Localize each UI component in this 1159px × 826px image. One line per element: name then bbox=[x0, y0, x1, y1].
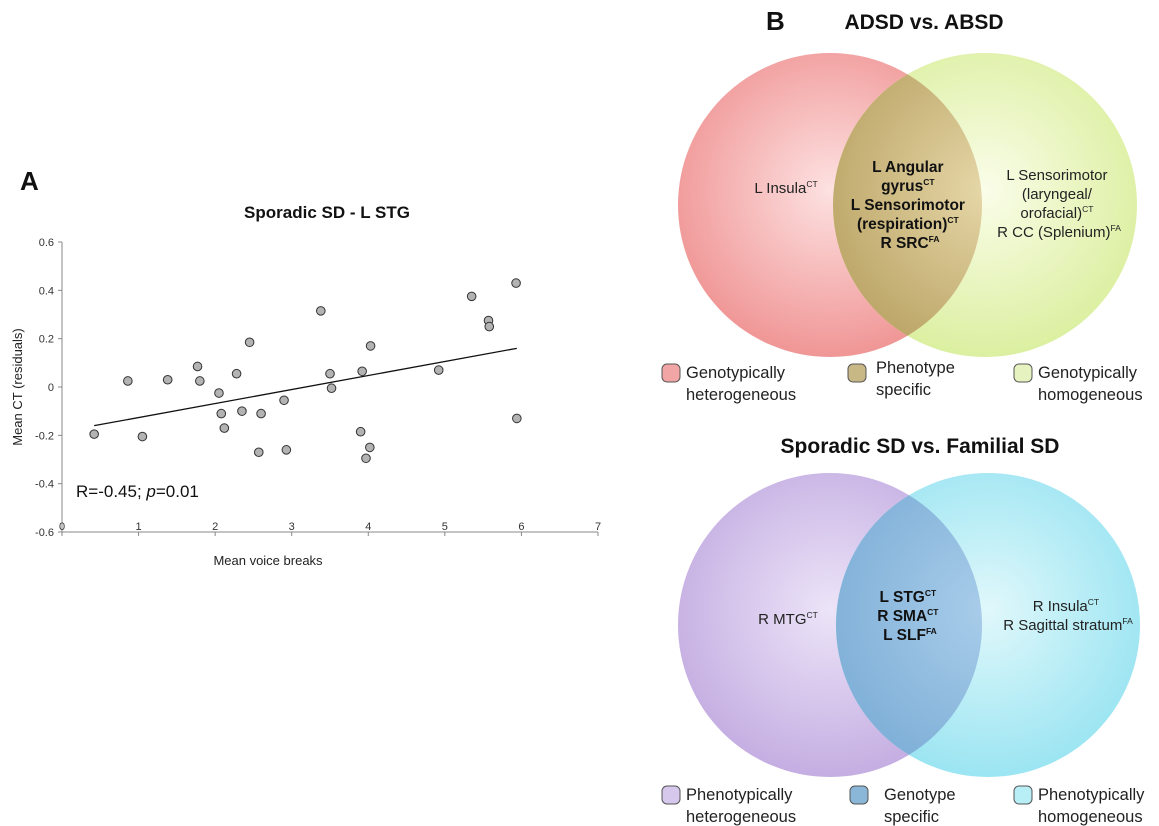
scatter-plot-area: 0.6 0.4 0.2 0 -0.2 -0.4 -0.6 0 1 2 3 4 5 6 7 bbox=[35, 237, 601, 539]
legend-label-line2: heterogeneous bbox=[686, 808, 796, 826]
data-point bbox=[256, 408, 266, 419]
data-point bbox=[216, 408, 227, 419]
legend-label-line2: homogeneous bbox=[1038, 386, 1143, 404]
data-point bbox=[326, 383, 337, 394]
legend-label-line2: heterogeneous bbox=[686, 386, 796, 404]
data-point bbox=[512, 413, 522, 424]
data-point bbox=[219, 423, 230, 433]
y-tick-label: -0.6 bbox=[35, 527, 54, 539]
x-tick-label: 6 bbox=[518, 521, 524, 533]
data-point bbox=[253, 447, 264, 458]
panel-a-letter: A bbox=[20, 166, 39, 196]
data-point bbox=[162, 374, 173, 385]
data-point bbox=[316, 306, 326, 316]
data-point bbox=[433, 365, 444, 375]
legend-swatch-phenotypically-homogeneous bbox=[1013, 785, 1033, 805]
data-point bbox=[357, 366, 367, 377]
x-tick-label: 3 bbox=[289, 521, 295, 533]
regression-line bbox=[94, 347, 517, 427]
venn2-center-text: L STGCT R SMACT L SLFFA bbox=[877, 583, 943, 644]
venn2-right-text: R InsulaCT R Sagittal stratumFA bbox=[1003, 592, 1133, 634]
legend-label-line2: homogeneous bbox=[1038, 808, 1143, 826]
venn2-legend: Phenotypically heterogeneous Genotype sp… bbox=[661, 785, 1145, 826]
data-point bbox=[123, 376, 133, 386]
legend-label-line2: specific bbox=[876, 381, 931, 399]
venn1-center-text: L Angular gyrusCT L Sensorimotor (respir… bbox=[851, 159, 970, 252]
p-symbol: p bbox=[145, 482, 155, 501]
legend-label-line1: Genotypically bbox=[1038, 364, 1138, 382]
x-tick-label: 1 bbox=[136, 521, 142, 533]
venn1-title: ADSD vs. ABSD bbox=[844, 11, 1003, 34]
x-tick-label: 7 bbox=[595, 521, 601, 533]
venn2-left-text: R MTGCT bbox=[758, 610, 818, 628]
y-tick-label: 0.4 bbox=[39, 285, 54, 297]
venn1-overlap bbox=[833, 53, 982, 357]
legend-label-line1: Phenotypically bbox=[1038, 786, 1145, 804]
r-value: R=-0.45; bbox=[76, 482, 146, 501]
data-point bbox=[365, 442, 375, 453]
legend-label-line2: specific bbox=[884, 808, 939, 826]
data-point bbox=[365, 341, 376, 351]
x-tick-label: 2 bbox=[212, 521, 218, 533]
data-point bbox=[355, 426, 366, 437]
y-tick-group: 0.6 0.4 0.2 0 -0.2 -0.4 -0.6 bbox=[35, 237, 62, 539]
p-value: =0.01 bbox=[156, 482, 199, 501]
venn2-title: Sporadic SD vs. Familial SD bbox=[781, 435, 1060, 458]
x-axis-label: Mean voice breaks bbox=[213, 553, 323, 568]
venn1-legend: Genotypically heterogeneous Phenotype sp… bbox=[661, 359, 1143, 404]
data-point bbox=[279, 395, 289, 406]
trendline-group bbox=[94, 347, 517, 427]
legend-swatch-genotypically-heterogeneous bbox=[661, 363, 681, 383]
data-point bbox=[511, 278, 521, 288]
y-tick-label: 0.2 bbox=[39, 334, 54, 346]
legend-label-line1: Phenotypically bbox=[686, 786, 793, 804]
legend-swatch-phenotypically-heterogeneous bbox=[661, 785, 681, 805]
data-point bbox=[325, 368, 335, 379]
legend-swatch-genotype-specific bbox=[849, 785, 869, 805]
y-axis-label: Mean CT (residuals) bbox=[10, 328, 25, 446]
legend-label-line1: Genotype bbox=[884, 786, 956, 804]
correlation-annotation: R=-0.45; p=0.01 bbox=[76, 482, 199, 501]
x-tick-label: 5 bbox=[442, 521, 448, 533]
y-tick-label: 0.6 bbox=[39, 237, 54, 249]
data-point bbox=[466, 291, 477, 302]
chart-title: Sporadic SD - L STG bbox=[244, 203, 410, 222]
y-tick-label: -0.4 bbox=[35, 479, 54, 491]
y-tick-label: 0 bbox=[48, 382, 54, 394]
panel-b-letter: B bbox=[766, 6, 785, 36]
data-point bbox=[244, 337, 255, 348]
venn1-left-text: L InsulaCT bbox=[754, 179, 817, 197]
data-points-group bbox=[89, 278, 522, 464]
x-tick-label: 4 bbox=[365, 521, 371, 533]
legend-label-line1: Phenotype bbox=[876, 359, 955, 377]
data-point bbox=[281, 445, 292, 455]
legend-swatch-phenotype-specific bbox=[847, 363, 867, 383]
venn2-overlap bbox=[836, 473, 982, 777]
data-point bbox=[192, 361, 203, 372]
x-tick-group: 0 1 2 3 4 5 6 7 bbox=[59, 521, 601, 536]
data-point bbox=[361, 453, 371, 464]
data-point bbox=[195, 376, 205, 386]
data-point bbox=[137, 431, 148, 442]
data-point bbox=[484, 321, 495, 332]
data-point bbox=[214, 388, 224, 398]
legend-swatch-genotypically-homogeneous bbox=[1013, 363, 1033, 383]
data-point bbox=[231, 368, 242, 379]
legend-label-line1: Genotypically bbox=[686, 364, 786, 382]
venn1-right-text: L Sensorimotor (laryngeal/ orofacial)CT … bbox=[997, 167, 1121, 241]
x-tick-label: 0 bbox=[59, 521, 65, 533]
y-tick-label: -0.2 bbox=[35, 430, 54, 442]
data-point bbox=[237, 406, 247, 416]
data-point bbox=[89, 429, 99, 439]
